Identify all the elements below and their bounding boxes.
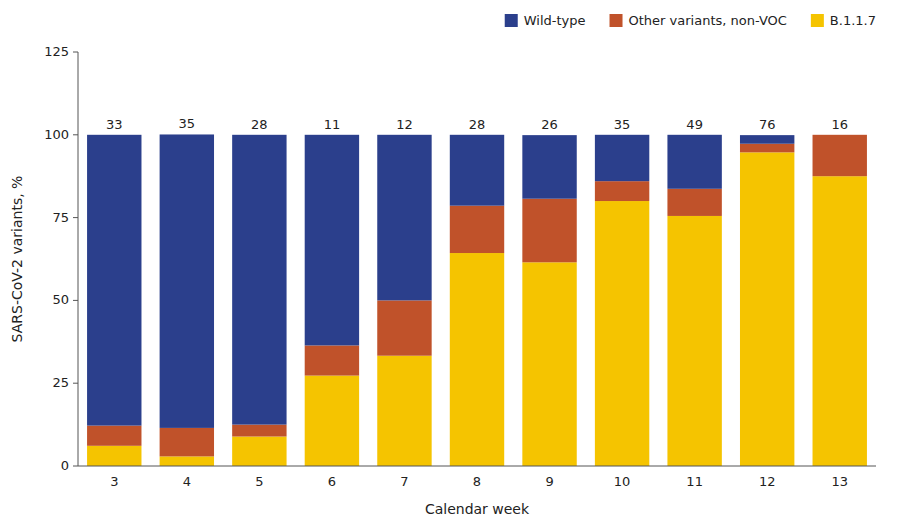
y-tick — [73, 52, 78, 53]
annotations: 33 35 28 11 12 28 26 35 49 76 16 — [106, 116, 848, 132]
bar-segment — [667, 189, 721, 216]
x-tick-label: 5 — [255, 474, 263, 489]
legend-swatch — [811, 14, 824, 27]
y-tick — [73, 217, 78, 218]
total-label: 11 — [324, 117, 341, 132]
bar-segment — [87, 135, 141, 426]
bar-segment — [87, 426, 141, 446]
x-tick-label: 13 — [831, 474, 848, 489]
total-label: 35 — [614, 117, 631, 132]
legend-label: B.1.1.7 — [830, 13, 876, 28]
total-label: 12 — [396, 117, 413, 132]
total-label: 76 — [759, 117, 776, 132]
legend-label: Other variants, non-VOC — [629, 13, 787, 28]
total-label: 28 — [469, 117, 486, 132]
y-axis-label: SARS-CoV-2 variants, % — [9, 176, 25, 343]
bar-segment — [232, 437, 286, 466]
bar-segment — [377, 356, 431, 466]
bar-segment — [522, 262, 576, 466]
x-tick-label: 8 — [473, 474, 481, 489]
bar-segment — [740, 135, 794, 144]
bar-segment — [522, 199, 576, 263]
bar-segment — [305, 345, 359, 375]
y-tick-label: 75 — [52, 210, 69, 225]
legend-swatch — [505, 14, 518, 27]
total-label: 49 — [686, 117, 703, 132]
y-tick-label: 125 — [44, 44, 69, 59]
x-tick-label: 6 — [328, 474, 336, 489]
total-label: 28 — [251, 117, 268, 132]
x-tick-label: 3 — [110, 474, 118, 489]
y-axis-line — [78, 52, 79, 466]
legend-item: Other variants, non-VOC — [610, 13, 787, 28]
x-tick-label: 12 — [759, 474, 776, 489]
bar-segment — [305, 376, 359, 466]
bar-segment — [160, 456, 214, 466]
x-axis-label: Calendar week — [425, 501, 530, 517]
x-tick-label: 9 — [545, 474, 553, 489]
bar-segment — [160, 428, 214, 456]
y-axis: 0 25 50 75 100 125 SARS-CoV-2 variants, % — [9, 44, 78, 473]
x-axis: 3 4 5 6 7 8 9 10 11 12 13 Calendar week — [78, 466, 876, 517]
bar-segment — [595, 201, 649, 466]
bar-segment — [232, 425, 286, 437]
bars — [87, 134, 867, 466]
total-label: 33 — [106, 117, 123, 132]
total-label: 35 — [179, 116, 196, 131]
y-tick — [73, 134, 78, 135]
y-tick-label: 100 — [44, 127, 69, 142]
bar-segment — [232, 135, 286, 425]
bar-segment — [595, 181, 649, 201]
bar-segment — [667, 135, 721, 189]
bar-segment — [740, 152, 794, 466]
x-axis-line — [78, 466, 876, 467]
bar-segment — [740, 144, 794, 153]
bar-segment — [667, 216, 721, 466]
x-tick-label: 11 — [686, 474, 703, 489]
bar-segment — [160, 134, 214, 427]
bar-segment — [305, 135, 359, 346]
bar-segment — [87, 446, 141, 466]
chart-svg: 33352811122826354976160255075100125SARS-… — [0, 0, 900, 528]
legend-label: Wild-type — [524, 13, 586, 28]
bar-segment — [450, 253, 504, 466]
bar-segment — [813, 135, 867, 176]
legend-swatch — [610, 14, 623, 27]
legend-item: B.1.1.7 — [811, 13, 876, 28]
bar-segment — [377, 135, 431, 301]
y-tick-label: 0 — [61, 458, 69, 473]
bar-segment — [450, 135, 504, 206]
x-tick-label: 10 — [614, 474, 631, 489]
y-tick — [73, 300, 78, 301]
x-tick-label: 7 — [400, 474, 408, 489]
legend-item: Wild-type — [505, 13, 586, 28]
chart-container: 33352811122826354976160255075100125SARS-… — [0, 0, 900, 528]
bar-segment — [450, 206, 504, 253]
y-tick-label: 25 — [52, 375, 69, 390]
x-tick-label: 4 — [183, 474, 191, 489]
total-label: 26 — [541, 117, 558, 132]
y-tick-label: 50 — [52, 292, 69, 307]
legend: Wild-type Other variants, non-VOC B.1.1.7 — [505, 13, 876, 28]
y-tick — [73, 466, 78, 467]
bar-segment — [522, 135, 576, 199]
bar-segment — [595, 135, 649, 181]
total-label: 16 — [831, 117, 848, 132]
bar-segment — [813, 134, 867, 135]
bar-segment — [377, 300, 431, 355]
bar-segment — [813, 176, 867, 466]
y-tick — [73, 383, 78, 384]
